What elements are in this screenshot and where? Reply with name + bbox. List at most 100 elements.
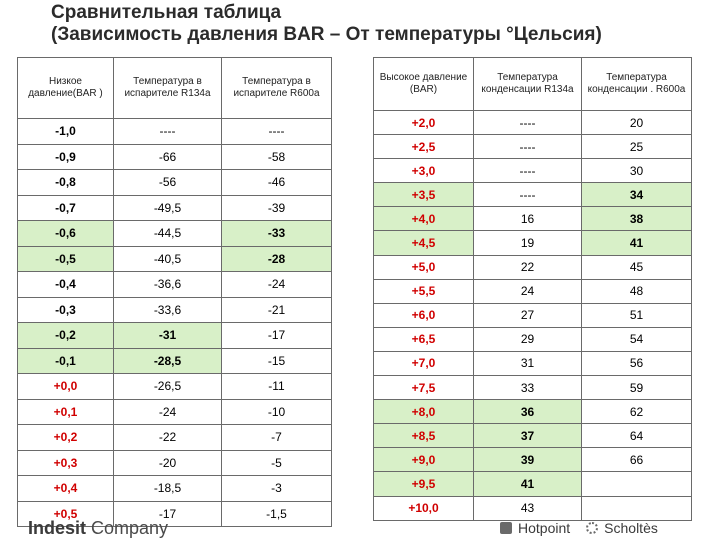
r600a-cell: -39 xyxy=(221,194,332,221)
pressure-cell: +5,0 xyxy=(373,254,474,280)
r600a-cell: -15 xyxy=(221,347,332,374)
r600a-cell: -10 xyxy=(221,398,332,425)
logo-text-hotpoint: Hotpoint xyxy=(518,520,571,536)
r600a-cell: 64 xyxy=(581,423,692,449)
r134a-cell: ---- xyxy=(473,109,582,136)
pressure-cell: +3,5 xyxy=(373,182,474,208)
r134a-cell: ---- xyxy=(113,118,222,145)
pressure-cell: +0,2 xyxy=(17,424,114,451)
table-row: -0,6 -44,5 -33 xyxy=(17,220,332,247)
hotpoint-icon xyxy=(500,522,512,534)
r134a-cell: 41 xyxy=(473,471,582,497)
r600a-cell: 56 xyxy=(581,350,692,377)
r134a-cell: -56 xyxy=(113,169,222,196)
r600a-cell: -21 xyxy=(221,296,332,323)
table-row: +0,3 -20 -5 xyxy=(17,449,332,476)
table-row: -0,2 -31 -17 xyxy=(17,322,332,349)
title-line-2: (Зависимость давления BAR – От температу… xyxy=(51,24,602,45)
r134a-cell: 16 xyxy=(473,206,582,232)
brand-logos: Hotpoint Scholtès xyxy=(500,520,658,536)
table-row: +0,1 -24 -10 xyxy=(17,398,332,425)
header-low-pressure: Низкое давление(BAR ) xyxy=(17,57,114,119)
r600a-cell: 59 xyxy=(581,375,692,401)
r134a-cell: -33,6 xyxy=(113,296,222,323)
pressure-cell: -0,8 xyxy=(17,169,114,196)
logo-text-scholtes: Scholtès xyxy=(604,520,658,536)
logo-text-company: Company xyxy=(86,518,169,538)
r134a-cell: -31 xyxy=(113,322,222,349)
pressure-cell: +9,0 xyxy=(373,447,474,473)
header-cond-r134a: Температура конденсации R134a xyxy=(473,57,582,111)
pressure-cell: +4,5 xyxy=(373,230,474,256)
r134a-cell: 22 xyxy=(473,254,582,280)
table-header-row: Высокое давление (BAR) Температура конде… xyxy=(373,57,692,111)
pressure-cell: +0,1 xyxy=(17,398,114,425)
table-row: +7,0 31 56 xyxy=(373,350,692,377)
pressure-cell: -0,5 xyxy=(17,245,114,272)
r134a-cell: -36,6 xyxy=(113,271,222,298)
r600a-cell: -46 xyxy=(221,169,332,196)
r600a-cell: -5 xyxy=(221,449,332,476)
r600a-cell: -33 xyxy=(221,220,332,247)
pressure-cell: -0,9 xyxy=(17,143,114,170)
table-row: -0,4 -36,6 -24 xyxy=(17,271,332,298)
table-row: -0,3 -33,6 -21 xyxy=(17,296,332,323)
r134a-cell: 39 xyxy=(473,447,582,473)
table-row: +9,0 39 66 xyxy=(373,447,692,473)
table-row: +3,0 ---- 30 xyxy=(373,158,692,184)
r600a-cell: ---- xyxy=(221,118,332,145)
r600a-cell: 45 xyxy=(581,254,692,280)
table-row: -1,0 ---- ---- xyxy=(17,118,332,145)
r600a-cell: 41 xyxy=(581,230,692,256)
r600a-cell: 48 xyxy=(581,278,692,304)
r600a-cell: 38 xyxy=(581,206,692,232)
r134a-cell: -26,5 xyxy=(113,373,222,400)
table-row: -0,5 -40,5 -28 xyxy=(17,245,332,272)
r134a-cell: ---- xyxy=(473,134,582,160)
header-evap-r134a: Температура в испарителе R134a xyxy=(113,57,222,119)
table-row: +0,0 -26,5 -11 xyxy=(17,373,332,400)
r134a-cell: ---- xyxy=(473,182,582,208)
table-row: +0,5 -17 -1,5 xyxy=(17,500,332,527)
table-row: +2,0 ---- 20 xyxy=(373,109,692,136)
scholtes-icon xyxy=(586,522,599,534)
r134a-cell: 43 xyxy=(473,495,582,521)
table-row: +0,4 -18,5 -3 xyxy=(17,475,332,502)
r600a-cell: 54 xyxy=(581,326,692,352)
table-row: +3,5 ---- 34 xyxy=(373,182,692,208)
r134a-cell: 31 xyxy=(473,350,582,377)
r134a-cell: 37 xyxy=(473,423,582,449)
table-row: +5,5 24 48 xyxy=(373,278,692,304)
pressure-cell: -0,1 xyxy=(17,347,114,374)
pressure-cell: -0,7 xyxy=(17,194,114,221)
pressure-cell: -0,3 xyxy=(17,296,114,323)
r600a-cell: -58 xyxy=(221,143,332,170)
header-cond-r600a: Температура конденсации . R600a xyxy=(581,57,692,111)
table-row: -0,9 -66 -58 xyxy=(17,143,332,170)
indesit-company-logo: Indesit Company xyxy=(28,518,168,539)
r134a-cell: -66 xyxy=(113,143,222,170)
r134a-cell: 27 xyxy=(473,302,582,328)
table-row: -0,1 -28,5 -15 xyxy=(17,347,332,374)
pressure-cell: +3,0 xyxy=(373,158,474,184)
r600a-cell: -7 xyxy=(221,424,332,451)
table-row: +9,5 41 xyxy=(373,471,692,497)
pressure-cell: +7,0 xyxy=(373,350,474,377)
r600a-cell xyxy=(581,471,692,497)
table-row: +5,0 22 45 xyxy=(373,254,692,280)
r600a-cell: 66 xyxy=(581,447,692,473)
r600a-cell: 51 xyxy=(581,302,692,328)
page-title: Сравнительная таблица (Зависимость давле… xyxy=(51,2,602,46)
r600a-cell: -17 xyxy=(221,322,332,349)
r134a-cell: -24 xyxy=(113,398,222,425)
r134a-cell: 29 xyxy=(473,326,582,352)
r134a-cell: -20 xyxy=(113,449,222,476)
logo-text-indesit: Indesit xyxy=(28,518,87,538)
table-header-row: Низкое давление(BAR ) Температура в испа… xyxy=(17,57,332,119)
pressure-cell: +4,0 xyxy=(373,206,474,232)
pressure-cell: -1,0 xyxy=(17,118,114,145)
table-row: +6,5 29 54 xyxy=(373,326,692,352)
pressure-cell: -0,2 xyxy=(17,322,114,349)
table-row: +0,2 -22 -7 xyxy=(17,424,332,451)
table-row: -0,7 -49,5 -39 xyxy=(17,194,332,221)
